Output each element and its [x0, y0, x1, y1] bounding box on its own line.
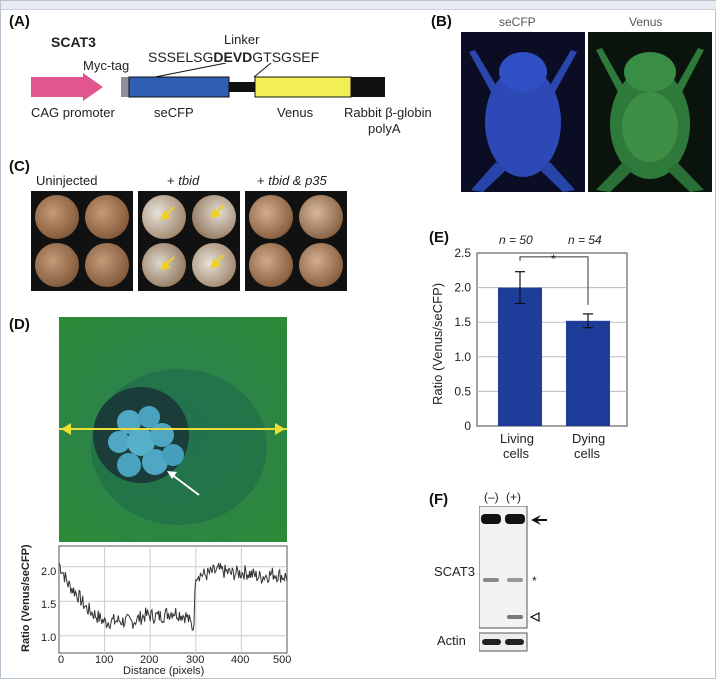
- linker-title: Linker: [224, 32, 260, 47]
- d-ylabel: Ratio (Venus/seCFP): [20, 544, 32, 652]
- f-cleaved-band-triangle-icon: [529, 612, 540, 622]
- c-group-tbid-p35-name: tbid & p35: [268, 173, 327, 188]
- secfp-label: seCFP: [154, 105, 194, 120]
- c-tbid-yellow-arrows: [160, 204, 225, 271]
- secfp-box: [128, 76, 230, 98]
- e-cat-living-line2: cells: [503, 446, 530, 461]
- e-cat-dying-line1: Dying: [572, 431, 606, 446]
- e-chart-body: 0 0.5 1.0 1.5 2.0 2.5: [454, 246, 628, 433]
- e-cat-living-line1: Living: [500, 431, 534, 446]
- d-xtick-100: 100: [95, 654, 114, 666]
- linker-seq-devd: DEVD: [213, 49, 253, 65]
- panel-e-label: (E): [429, 229, 449, 246]
- e-bar-1: [566, 320, 610, 426]
- e-significance-star: *: [551, 252, 556, 266]
- cag-promoter-arrow: [31, 73, 103, 101]
- d-grid: [59, 546, 287, 653]
- d-profile-chart: [58, 545, 288, 654]
- d-ytick-1-0: 1.0: [41, 632, 57, 644]
- linker-callout-left: [154, 63, 227, 78]
- c-image-tbid-p35: [245, 191, 347, 291]
- c-group-tbid: + tbid: [167, 173, 199, 188]
- f-actin-label: Actin: [437, 633, 466, 648]
- c-group-tbid-prefix: +: [167, 173, 179, 188]
- linker-callout-right: [253, 63, 272, 78]
- construct-diagram: [31, 63, 385, 101]
- e-ytick-label: 0.5: [454, 384, 471, 398]
- e-n-dying: n = 54: [568, 233, 602, 247]
- panel-a-label: (A): [9, 13, 30, 30]
- d-xtick-300: 300: [186, 654, 205, 666]
- panel-c-label: (C): [9, 158, 30, 175]
- f-western-blot: [479, 506, 547, 652]
- venus-frog-image: [588, 32, 712, 192]
- e-cat-dying-line2: cells: [574, 446, 601, 461]
- d-xtick-200: 200: [140, 654, 159, 666]
- e-ytick-label: 2.5: [454, 246, 471, 260]
- e-bar-0: [498, 287, 542, 426]
- panel-d-label: (D): [9, 316, 30, 333]
- d-xtick-400: 400: [231, 654, 250, 666]
- d-ratio-trace: [58, 562, 288, 631]
- d-white-arrow: [170, 473, 200, 496]
- e-ytick-label: 1.0: [454, 350, 471, 364]
- e-n-living: n = 50: [499, 233, 533, 247]
- panel-b-label: (B): [431, 13, 452, 30]
- c-group-uninjected: Uninjected: [36, 173, 98, 188]
- secfp-frog-image: [461, 32, 585, 192]
- linker-sequence: SSSELSGDEVDGTSGSEF: [148, 49, 319, 65]
- e-ytick-label: 0: [464, 419, 471, 433]
- linker-seq-post: GTSGSEF: [252, 49, 320, 65]
- viewer-top-bar: [1, 1, 716, 10]
- d-ytick-2-0: 2.0: [41, 566, 57, 578]
- polya-box: [351, 77, 385, 97]
- c-image-uninjected: [31, 191, 133, 291]
- polya-label-line1: Rabbit β-globin: [344, 105, 432, 120]
- linker-seq-pre: SSSELSG: [148, 49, 214, 65]
- construct-name: SCAT3: [51, 34, 96, 50]
- myc-tag-label: Myc-tag: [83, 58, 130, 73]
- d-embryo-image: [59, 317, 287, 542]
- f-lane-plus: (+): [506, 490, 521, 504]
- c-group-tbid-p35: + tbid & p35: [257, 173, 327, 188]
- panel-f-label: (F): [429, 491, 449, 508]
- e-ytick-label: 2.0: [454, 281, 471, 295]
- e-bar-chart: 0 0.5 1.0 1.5 2.0 2.5: [454, 246, 628, 433]
- f-nonspecific-star: *: [532, 574, 537, 588]
- d-xtick-0: 0: [58, 654, 65, 666]
- e-ylabel: Ratio (Venus/seCFP): [430, 282, 445, 405]
- promoter-label: CAG promoter: [31, 105, 115, 120]
- c-group-tbid-p35-prefix: +: [257, 173, 269, 188]
- e-ytick-label: 1.5: [454, 315, 471, 329]
- d-xlabel: Distance (pixels): [123, 665, 205, 677]
- linker-box: [229, 82, 255, 92]
- venus-label: Venus: [277, 105, 314, 120]
- venus-box: [254, 76, 352, 98]
- f-lane-minus: (–): [484, 490, 499, 504]
- b-right-title: Venus: [629, 15, 663, 29]
- c-image-tbid: [138, 191, 240, 291]
- myc-tag-box: [121, 77, 129, 97]
- d-xtick-500: 500: [273, 654, 292, 666]
- d-ytick-1-5: 1.5: [41, 599, 57, 611]
- polya-label-line2: polyA: [368, 121, 401, 136]
- b-left-title: seCFP: [499, 15, 536, 29]
- e-significance-bracket: [519, 256, 589, 305]
- f-scat3-label: SCAT3: [434, 564, 475, 579]
- c-group-tbid-name: tbid: [178, 173, 200, 188]
